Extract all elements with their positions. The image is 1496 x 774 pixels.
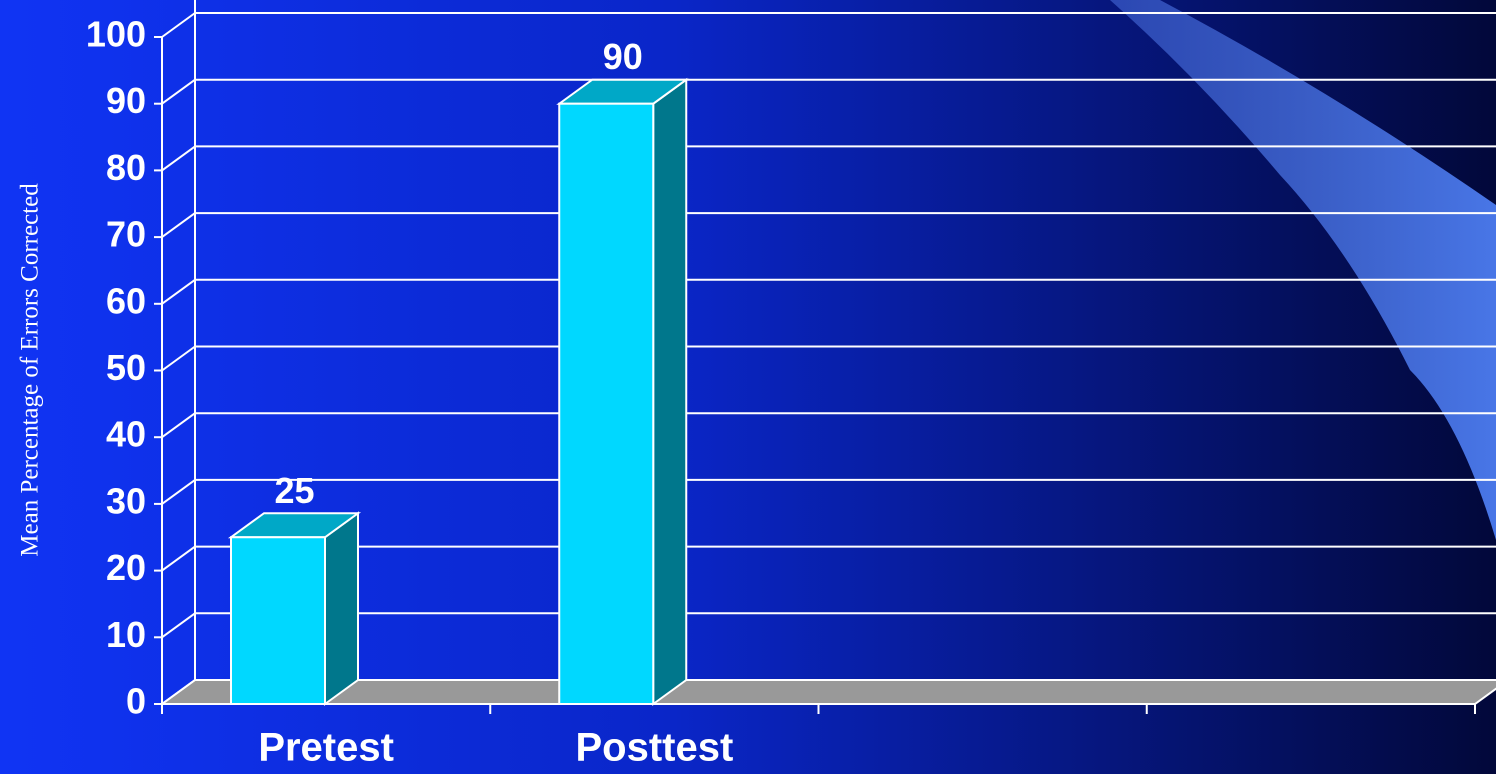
grid-line-side <box>161 78 196 105</box>
value-label: 25 <box>274 470 314 511</box>
y-tick-label: 50 <box>106 347 146 388</box>
bar <box>558 102 655 705</box>
decorative-swoosh <box>1110 0 1496 540</box>
grid-line-side <box>161 145 196 172</box>
grid-line-side <box>161 278 196 305</box>
y-tick-label: 60 <box>106 280 146 321</box>
grid-line-side <box>161 212 196 238</box>
y-tick-label: 90 <box>106 80 146 121</box>
grid-line-side <box>161 545 196 572</box>
y-tick-label: 70 <box>106 214 146 255</box>
floor <box>158 679 1496 705</box>
x-tick-label: Pretest <box>258 726 394 770</box>
grid-line-side <box>161 612 196 639</box>
bar-side <box>324 511 359 706</box>
y-tick-label: 20 <box>106 547 146 588</box>
plot-area: 0 10 20 30 40 50 60 70 80 90 100 Pretest 25 Posttest 9… <box>86 0 1496 770</box>
y-tick-label: 100 <box>86 14 146 55</box>
grid-line-side <box>161 479 196 505</box>
bar <box>230 536 326 705</box>
y-tick-label: 10 <box>106 614 146 655</box>
y-axis-label: Mean Percentage of Errors Corrected <box>17 183 44 557</box>
y-tick-label: 80 <box>106 147 146 188</box>
value-label: 90 <box>603 36 643 77</box>
y-tick-label: 0 <box>126 681 146 722</box>
x-tick-label: Posttest <box>575 726 733 770</box>
grid-line-side <box>161 345 196 372</box>
grid-line-side <box>161 412 196 439</box>
grid-line-side <box>161 679 196 705</box>
bar-side <box>652 77 688 706</box>
grid-line-side <box>161 12 196 38</box>
y-tick-label: 30 <box>106 480 146 521</box>
y-tick-label: 40 <box>106 414 146 455</box>
